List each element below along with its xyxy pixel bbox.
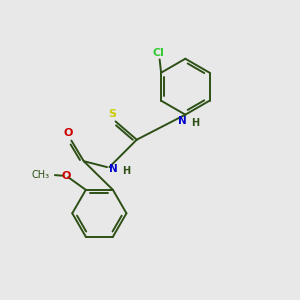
Text: N: N bbox=[178, 116, 187, 126]
Text: CH₃: CH₃ bbox=[32, 170, 50, 180]
Text: O: O bbox=[64, 128, 73, 138]
Text: S: S bbox=[108, 109, 116, 119]
Text: H: H bbox=[191, 118, 200, 128]
Text: O: O bbox=[62, 171, 71, 181]
Text: N: N bbox=[109, 164, 117, 173]
Text: Cl: Cl bbox=[152, 48, 164, 58]
Text: H: H bbox=[122, 166, 130, 176]
